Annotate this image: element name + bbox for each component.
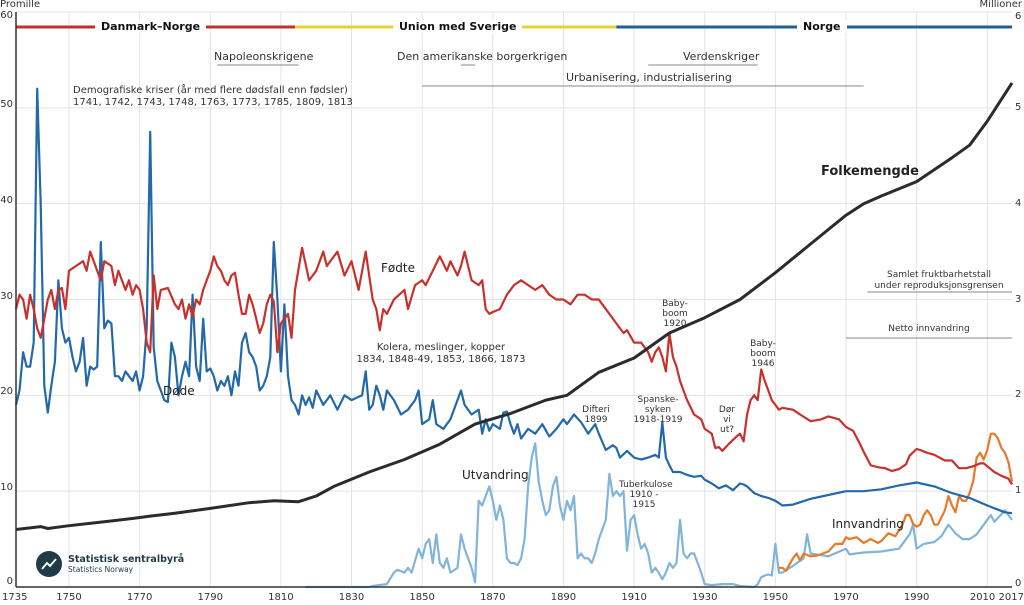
y-tick-label-right: 0 <box>1015 578 1022 589</box>
era-label-danmark-norge: Danmark–Norge <box>95 20 207 33</box>
bb20-3: 1920 <box>663 319 687 329</box>
series-label-innvandring: Innvandring <box>832 517 904 531</box>
spanske-1: Spanske- <box>637 395 679 405</box>
grid <box>16 11 1012 587</box>
ssb-logo-icon <box>36 551 62 577</box>
x-tick-label: 1735 <box>2 592 28 603</box>
x-tick-label: 1790 <box>197 592 223 603</box>
x-tick-label: 1830 <box>338 592 365 603</box>
difteri-label: Difteri 1899 <box>576 405 616 425</box>
y-tick-label-left: 60 <box>0 10 13 21</box>
series-label-dode: Døde <box>163 384 195 398</box>
x-tick-label: 2010 <box>969 592 996 603</box>
babyboom1946-label: Baby-boom 1946 <box>743 339 783 369</box>
bb46-2: boom <box>750 349 776 359</box>
y-tick-label-right: 5 <box>1015 101 1022 113</box>
series-line-døde <box>14 87 1013 515</box>
kolera-title: Kolera, meslinger, kopper <box>376 342 506 353</box>
bb20-2: boom <box>662 309 688 319</box>
y-tick-label-right: 1 <box>1015 485 1022 497</box>
x-tick-label: 1950 <box>762 592 789 603</box>
y-axis-left-label: Promille <box>0 0 41 10</box>
kolera-label: Kolera, meslinger, kopper 1834, 1848-49, … <box>356 342 526 366</box>
y-tick-label-left: 20 <box>0 386 13 398</box>
dorviut-label: Dør vi ut? <box>714 405 740 435</box>
logo-sub: Statistics Norway <box>68 565 134 574</box>
series-line-fødte <box>14 246 1013 486</box>
y-tick-label-right: 4 <box>1015 197 1022 209</box>
era-label-union: Union med Sverige <box>393 20 523 33</box>
period-bars <box>217 64 1012 339</box>
kriser-years: 1741, 1742, 1743, 1748, 1763, 1773, 1785… <box>73 97 353 108</box>
tuberkulose-label: Tuberkulose 1910 -1915 <box>619 480 673 510</box>
x-tick-label: 1930 <box>691 592 718 603</box>
dvu-3: ut? <box>719 425 734 435</box>
dvu-2: vi <box>723 415 731 425</box>
x-tick-label: 1870 <box>480 592 506 603</box>
x-tick-label: 1890 <box>550 592 577 603</box>
x-tick-label: 1770 <box>126 592 153 603</box>
kolera-years: 1834, 1848-49, 1853, 1866, 1873 <box>356 354 526 365</box>
borgerkrigen-label: Den amerikanske borgerkrigen <box>397 50 568 63</box>
bb46-1: Baby- <box>750 339 776 349</box>
kriser-title: Demografiske kriser (år med flere dødsfa… <box>73 85 348 96</box>
fruktbarhet-line-2: under reproduksjonsgrensen <box>874 281 1004 291</box>
babyboom1920-label: Baby-boom 1920 <box>655 299 695 329</box>
bb20-1: Baby- <box>662 299 688 309</box>
y-tick-label-left: 50 <box>0 98 13 110</box>
bb46-3: 1946 <box>751 359 775 369</box>
spanskesyken-label: Spanske-syken 1918-1919 <box>633 395 683 425</box>
tb-3: 1915 <box>632 500 656 510</box>
logo-name: Statistisk sentralbyrå <box>68 554 185 565</box>
ssb-logo: Statistisk sentralbyrå Statistics Norway <box>36 551 184 577</box>
tb-2: 1910 - <box>629 490 659 500</box>
x-tick-label: 1910 <box>621 592 647 603</box>
y-tick-label-left: 0 <box>6 576 13 587</box>
urbanisering-label: Urbanisering, industrialisering <box>566 71 732 84</box>
y-tick-label-right: 3 <box>1015 293 1022 305</box>
series-label-utvandring: Utvandring <box>462 468 529 482</box>
x-tick-label: 2017 <box>998 592 1024 603</box>
x-tick-label: 1970 <box>833 592 859 603</box>
fruktbarhet-line-1: Samlet fruktbarhetstall <box>886 270 991 280</box>
spanske-2: syken <box>644 405 672 415</box>
tb-1: Tuberkulose <box>619 480 673 490</box>
verdenskriger-label: Verdenskriger <box>683 50 760 63</box>
series-lines <box>14 82 1014 589</box>
y-tick-label-right: 2 <box>1015 389 1022 401</box>
y-tick-label-left: 40 <box>0 194 13 206</box>
difteri-1: Difteri <box>582 405 610 415</box>
y-tick-label-left: 10 <box>0 482 13 494</box>
series-line-utvandring <box>305 442 1013 589</box>
fruktbarhet-label: Samlet fruktbarhetstall under reproduksjo… <box>866 270 1012 292</box>
series-line-innvandring <box>778 432 1014 572</box>
dvu-1: Dør <box>718 405 736 415</box>
netto-innvandring-label: Netto innvandring <box>888 324 970 334</box>
x-tick-label: 1750 <box>56 592 82 603</box>
y-tick-label-right: 6 <box>1015 11 1022 22</box>
spanske-3: 1918-1919 <box>633 415 683 425</box>
x-tick-label: 1850 <box>409 592 435 603</box>
era-label-norge: Norge <box>797 20 847 33</box>
x-tick-label: 1810 <box>268 592 294 603</box>
x-tick-label: 1990 <box>903 592 930 603</box>
series-line-folkemengde <box>15 82 1014 531</box>
series-label-folkemengde: Folkemengde <box>821 164 919 179</box>
series-label-fodte: Fødte <box>381 261 415 275</box>
napoleonskrigene-label: Napoleonskrigene <box>214 50 314 63</box>
difteri-2: 1899 <box>584 415 608 425</box>
y-axis-right-label: Millioner <box>979 0 1022 10</box>
y-tick-label-left: 30 <box>0 290 13 302</box>
